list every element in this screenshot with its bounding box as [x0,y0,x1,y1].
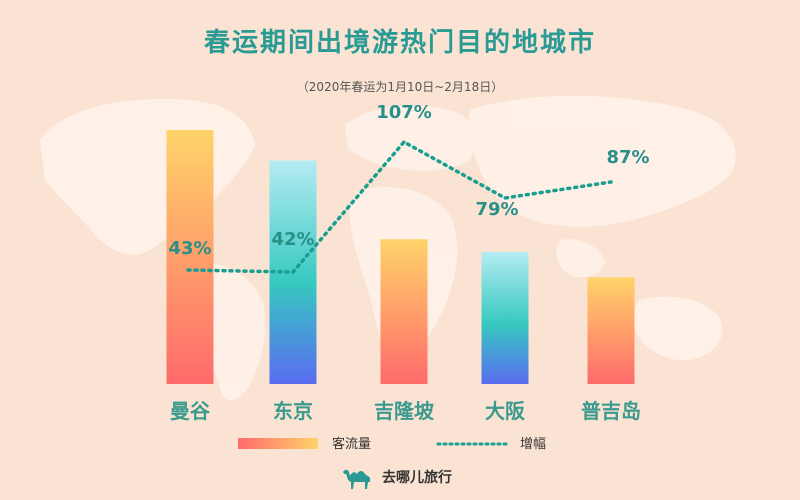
growth-line-series [186,139,613,274]
category-label-2: 东京 [273,399,313,423]
bar-1 [166,130,214,384]
brand-name: 去哪儿旅行 [382,470,452,486]
chart-title: 春运期间出境游热门目的地城市 [203,28,596,58]
category-label-3: 吉隆坡 [374,399,435,423]
legend-label-bar: 客流量 [332,436,371,452]
growth-labels: 43% 42% 107% 79% 87% [168,102,649,259]
category-label-5: 普吉岛 [581,399,641,423]
brand-logo: 去哪儿旅行 [340,462,452,492]
growth-label-3: 107% [376,102,432,123]
growth-label-4: 79% [475,199,518,220]
bar-3 [380,239,428,384]
category-axis: 曼谷 东京 吉隆坡 大阪 普吉岛 [170,399,641,423]
growth-point-1 [186,268,190,272]
bar-5 [587,277,635,384]
growth-label-2: 42% [271,229,314,250]
growth-point-5 [609,180,613,184]
chart-subtitle: （2020年春运为1月10日~2月18日） [296,80,504,94]
category-label-4: 大阪 [485,399,526,423]
legend: 客流量 增幅 [238,436,546,452]
bar-series [166,130,635,384]
legend-label-line: 增幅 [520,437,546,452]
growth-point-2 [291,270,295,274]
growth-label-1: 43% [168,238,211,259]
growth-point-3 [402,140,406,144]
bar-4 [481,251,529,384]
legend-swatch-bar [238,438,318,449]
growth-label-5: 87% [606,147,649,168]
camel-icon [343,469,370,489]
category-label-1: 曼谷 [170,399,211,423]
growth-point-4 [503,196,507,200]
